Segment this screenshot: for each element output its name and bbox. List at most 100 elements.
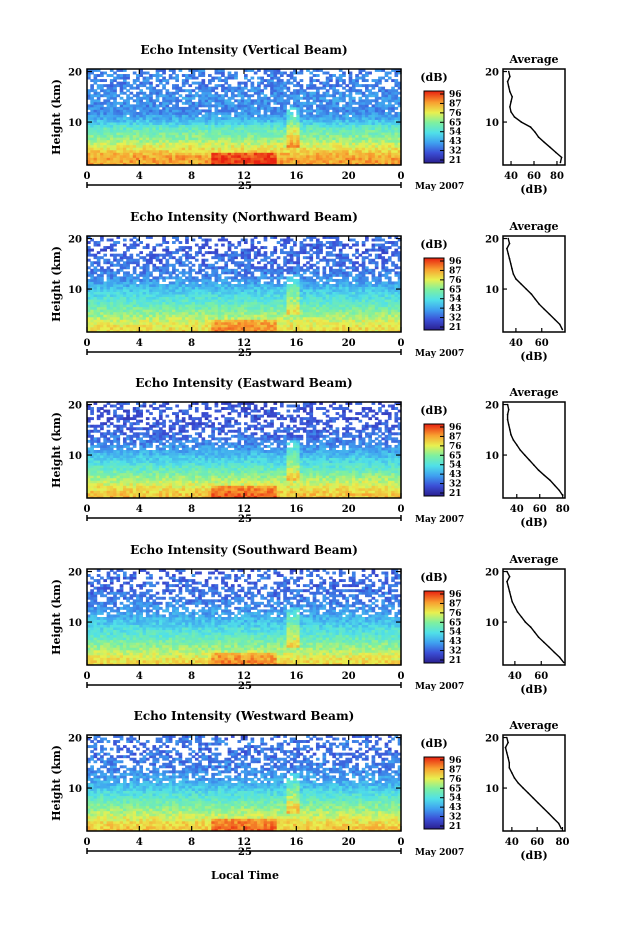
- average-profile-point: [559, 324, 561, 326]
- local-time-label: Local Time: [211, 869, 279, 882]
- average-profile-point: [509, 106, 511, 108]
- average-profile-point: [553, 818, 555, 820]
- x-tick-label: 8: [188, 837, 195, 848]
- average-x-tick-label: 60: [527, 171, 541, 182]
- average-profile-line: [507, 572, 564, 663]
- average-profile-point: [530, 626, 532, 628]
- average-profile-point: [549, 480, 551, 482]
- average-profile-point: [514, 116, 516, 118]
- average-profile-point: [514, 606, 516, 608]
- average-profile-line: [507, 239, 563, 330]
- average-x-label: (dB): [520, 183, 547, 196]
- average-profile-point: [510, 111, 512, 113]
- average-profile-point: [535, 298, 537, 300]
- average-profile-point: [560, 162, 562, 164]
- average-x-label: (dB): [520, 849, 547, 862]
- colorbar-tick-label: 21: [449, 323, 462, 333]
- x-tick-label: 16: [289, 338, 303, 349]
- x-tick-label: 16: [289, 504, 303, 515]
- average-frame: [503, 402, 565, 498]
- x-tick-label: 20: [342, 338, 356, 349]
- y-tick-label: 10: [68, 618, 82, 629]
- x-tick-label: 20: [342, 837, 356, 848]
- average-frame: [503, 69, 565, 165]
- average-profile-point: [519, 449, 521, 451]
- date-label: May 2007: [415, 848, 464, 858]
- average-profile-point: [509, 243, 511, 245]
- panel-title: Echo Intensity (Eastward Beam): [135, 376, 352, 390]
- average-profile-point: [538, 802, 540, 804]
- y-tick-label: 10: [68, 285, 82, 296]
- average-profile-point: [544, 142, 546, 144]
- average-profile-point: [548, 647, 550, 649]
- average-profile-point: [544, 475, 546, 477]
- x-tick-label: 0: [84, 504, 91, 515]
- beam-panel-4: Echo Intensity (Westward Beam)0 4 8 12 16 20 0…: [50, 709, 569, 862]
- average-profile-point: [506, 752, 508, 754]
- x-tick-label: 4: [136, 171, 143, 182]
- average-profile-point: [511, 772, 513, 774]
- average-profile-point: [513, 439, 515, 441]
- beam-panel-0: Echo Intensity (Vertical Beam)0 4 8 12 16 20 0…: [50, 43, 565, 196]
- y-tick-label: 20: [68, 734, 82, 745]
- heatmap-cells: [87, 69, 401, 165]
- average-frame: [503, 236, 565, 332]
- x-tick-label: 0: [398, 837, 405, 848]
- average-profile-point: [510, 434, 512, 436]
- average-profile-point: [508, 409, 510, 411]
- x-tick-label: 0: [84, 171, 91, 182]
- average-x-tick-label: 80: [556, 837, 570, 848]
- beam-panel-2: Echo Intensity (Eastward Beam)0 4 8 12 16 20 0…: [50, 376, 570, 529]
- average-profile-point: [538, 136, 540, 138]
- average-frame: [503, 735, 565, 831]
- colorbar: [424, 91, 444, 163]
- x-tick-label: 20: [342, 171, 356, 182]
- average-x-tick-label: 80: [550, 171, 564, 182]
- average-profile-point: [517, 782, 519, 784]
- average-profile-point: [548, 813, 550, 815]
- average-profile-point: [509, 591, 511, 593]
- colorbar-tick-label: 21: [449, 656, 462, 666]
- average-profile-point: [560, 828, 562, 830]
- average-profile-point: [544, 309, 546, 311]
- colorbar-unit: (dB): [420, 571, 447, 584]
- colorbar-unit: (dB): [420, 238, 447, 251]
- x-tick-label: 0: [398, 671, 405, 682]
- average-profile-point: [554, 485, 556, 487]
- average-title: Average: [508, 553, 558, 566]
- average-profile-point: [543, 808, 545, 810]
- average-title: Average: [508, 220, 558, 233]
- average-x-tick-label: 60: [534, 671, 548, 682]
- x-tick-label: 0: [398, 504, 405, 515]
- average-x-label: (dB): [520, 516, 547, 529]
- average-x-tick-label: 40: [504, 171, 518, 182]
- average-profile-point: [506, 248, 508, 250]
- panel-title: Echo Intensity (Southward Beam): [130, 543, 358, 557]
- average-profile-point: [509, 429, 511, 431]
- average-profile-point: [538, 303, 540, 305]
- average-profile-point: [555, 152, 557, 154]
- day-label: 25: [238, 181, 252, 192]
- average-profile-point: [526, 288, 528, 290]
- x-tick-label: 8: [188, 338, 195, 349]
- x-tick-label: 16: [289, 171, 303, 182]
- average-profile-point: [528, 792, 530, 794]
- average-profile-point: [507, 742, 509, 744]
- average-profile-point: [525, 621, 527, 623]
- colorbar-unit: (dB): [420, 404, 447, 417]
- x-tick-label: 0: [84, 837, 91, 848]
- colorbar-unit: (dB): [420, 737, 447, 750]
- colorbar: [424, 757, 444, 829]
- average-profile-point: [529, 459, 531, 461]
- average-y-tick-label: 10: [485, 451, 499, 462]
- average-x-tick-label: 80: [556, 504, 570, 515]
- x-tick-label: 8: [188, 171, 195, 182]
- average-profile-point: [507, 414, 509, 416]
- average-profile-point: [549, 314, 551, 316]
- average-y-tick-label: 10: [485, 784, 499, 795]
- beam-panel-1: Echo Intensity (Northward Beam)0 4 8 12 16 20…: [50, 210, 565, 363]
- average-x-tick-label: 60: [530, 837, 544, 848]
- y-tick-label: 20: [68, 401, 82, 412]
- x-tick-label: 16: [289, 671, 303, 682]
- average-profile-point: [509, 576, 511, 578]
